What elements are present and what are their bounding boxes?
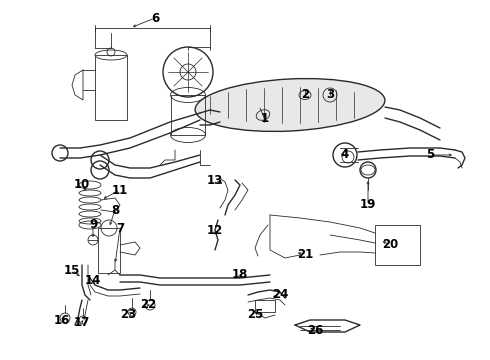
Bar (95, 55, 127, 120)
Text: 14: 14 (85, 274, 101, 287)
Text: 8: 8 (111, 203, 119, 216)
Text: 6: 6 (151, 12, 159, 24)
Text: 25: 25 (247, 309, 263, 321)
Ellipse shape (195, 78, 385, 131)
Bar (98, 228, 120, 273)
Bar (171, 95, 205, 135)
Text: 5: 5 (426, 148, 434, 162)
Text: 17: 17 (74, 315, 90, 328)
Text: 2: 2 (301, 89, 309, 102)
Text: 4: 4 (341, 148, 349, 162)
Text: 23: 23 (120, 309, 136, 321)
Text: 15: 15 (64, 264, 80, 276)
Text: 10: 10 (74, 179, 90, 192)
Text: 18: 18 (232, 269, 248, 282)
Text: 11: 11 (112, 184, 128, 197)
Text: 22: 22 (140, 298, 156, 311)
Text: 20: 20 (382, 238, 398, 252)
Text: 3: 3 (326, 89, 334, 102)
Text: 19: 19 (360, 198, 376, 211)
Text: 13: 13 (207, 174, 223, 186)
Text: 21: 21 (297, 248, 313, 261)
Bar (255, 300, 275, 312)
Text: 24: 24 (272, 288, 288, 302)
Text: 26: 26 (307, 324, 323, 337)
Text: 12: 12 (207, 224, 223, 237)
Text: 1: 1 (261, 112, 269, 125)
Text: 7: 7 (116, 221, 124, 234)
Bar (375, 225, 420, 265)
Text: 9: 9 (89, 219, 97, 231)
Text: 16: 16 (54, 314, 70, 327)
